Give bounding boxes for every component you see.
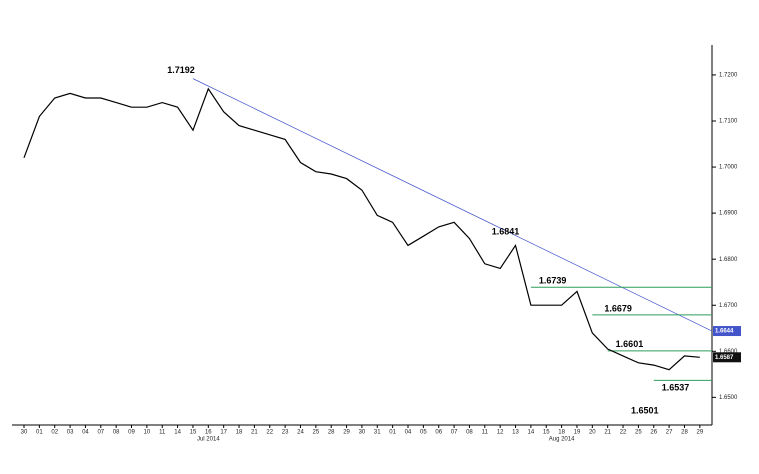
x-tick-label: 15 [190,430,197,436]
x-tick-label: 29 [343,430,350,436]
x-tick-label: 30 [21,430,28,436]
last-price-box-label: 1.6587 [715,355,734,361]
x-tick-label: 15 [543,430,550,436]
y-tick-label: 1.6500 [719,395,738,401]
x-tick-label: 20 [589,430,596,436]
month-label: Jul 2014 [197,437,220,443]
y-tick-label: 1.6900 [719,211,738,217]
x-tick-label: 17 [220,430,227,436]
x-tick-label: 19 [574,430,581,436]
x-tick-label: 11 [482,430,489,436]
x-tick-label: 29 [696,430,703,436]
x-tick-label: 22 [620,430,627,436]
y-tick-label: 1.7200 [719,73,738,79]
x-tick-label: 28 [681,430,688,436]
trendline [192,78,713,332]
x-tick-label: 04 [405,430,412,436]
x-tick-label: 27 [666,430,673,436]
x-tick-label: 25 [635,430,642,436]
annotation: 1.6679 [604,303,632,313]
x-tick-label: 23 [282,430,289,436]
x-tick-label: 25 [312,430,319,436]
x-tick-label: 28 [328,430,335,436]
x-tick-label: 18 [558,430,565,436]
trend-price-box-label: 1.6644 [715,329,734,335]
x-tick-label: 05 [420,430,427,436]
x-tick-label: 14 [174,430,181,436]
y-tick-label: 1.7000 [719,165,738,171]
x-tick-label: 26 [650,430,657,436]
x-tick-label: 07 [451,430,458,436]
y-tick-label: 1.7100 [719,119,738,125]
x-tick-label: 24 [297,430,304,436]
x-tick-label: 14 [528,430,535,436]
last-price-box [713,352,741,363]
month-label: Aug 2014 [549,437,575,443]
x-tick-label: 07 [97,430,104,436]
x-tick-label: 01 [389,430,396,436]
x-tick-label: 06 [435,430,442,436]
x-tick-label: 10 [144,430,151,436]
x-tick-label: 04 [82,430,89,436]
trend-price-box [713,326,741,337]
x-tick-label: 09 [128,430,135,436]
x-tick-label: 11 [159,430,166,436]
annotation: 1.6841 [492,227,520,237]
x-tick-label: 30 [359,430,366,436]
x-tick-label: 12 [497,430,504,436]
x-tick-label: 08 [113,430,120,436]
x-tick-label: 21 [604,430,611,436]
y-tick-label: 1.6800 [719,257,738,263]
annotation: 1.6501 [631,405,659,415]
x-tick-label: 03 [67,430,74,436]
x-tick-label: 31 [374,430,381,436]
y-tick-label: 1.6600 [719,349,738,355]
annotation: 1.6739 [539,276,567,286]
annotation: 1.6537 [662,383,690,393]
annotation: 1.6601 [616,339,644,349]
x-tick-label: 02 [51,430,58,436]
x-tick-label: 13 [512,430,519,436]
annotation: 1.7192 [167,65,195,75]
x-tick-label: 18 [236,430,243,436]
y-tick-label: 1.6700 [719,303,738,309]
x-tick-label: 01 [36,430,43,436]
price-line [23,87,700,371]
x-tick-label: 21 [251,430,258,436]
x-tick-label: 16 [205,430,212,436]
x-tick-label: 08 [466,430,473,436]
x-tick-label: 22 [266,430,273,436]
